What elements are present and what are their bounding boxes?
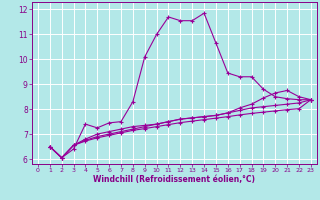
X-axis label: Windchill (Refroidissement éolien,°C): Windchill (Refroidissement éolien,°C) [93, 175, 255, 184]
